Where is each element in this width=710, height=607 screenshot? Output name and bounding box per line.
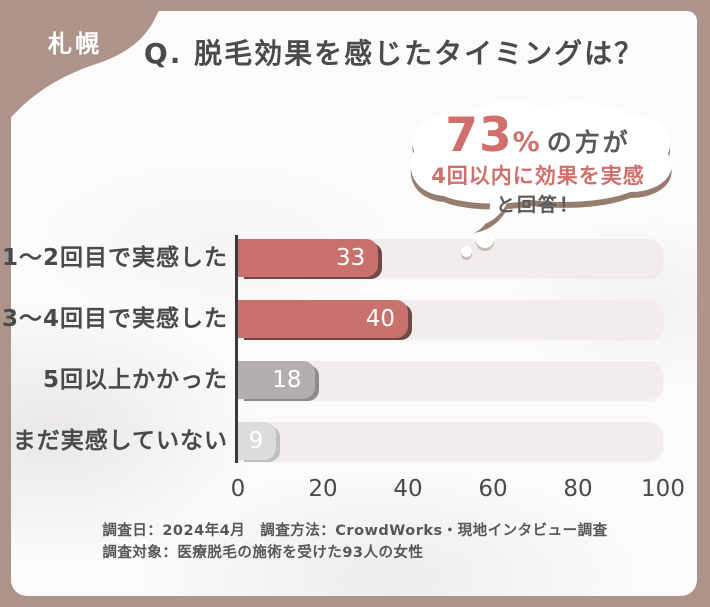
bubble-line-1: 73% の方が [392,108,684,163]
bar-value-label: 33 [335,245,366,271]
bar-value-label: 40 [365,306,395,332]
chart-row: 5回以上かかった 18 [0,361,663,399]
bar-chart: 1〜2回目で実感した 33 3〜4回目で実感した 40 5回以上かかった 18 まだ実感して… [0,239,663,483]
bubble-tail-text: と回答！ [495,194,580,216]
corner-blob-shape [0,0,162,130]
category-label: 1〜2回目で実感した [1,245,228,271]
chart-row: 3〜4回目で実感した 40 [0,300,663,338]
axis-tick-label: 100 [641,476,685,502]
x-axis-ticks: 0 20 40 60 80 100 [231,476,685,506]
chart-row: 1〜2回目で実感した 33 [0,239,663,277]
bubble-highlight: 4回以内に効果を実感 [431,164,645,188]
bar-track: 9 [238,422,663,460]
bar-value-label: 9 [248,428,264,454]
axis-tick-label: 20 [308,476,338,502]
callout-bubble: 73% の方が 4回以内に効果を実感 と回答！ [392,96,684,238]
survey-footer-line-2: 調査対象：医療脱毛の施術を受けた93人の女性 [102,545,424,562]
category-label: 3〜4回目で実感した [1,306,228,332]
bar: 40 [238,300,408,338]
bubble-cloud-shape [410,101,672,233]
bubble-tail-dot-large [476,231,494,248]
bar-track: 40 [238,300,663,338]
axis-tick-label: 60 [478,476,508,502]
survey-footer-line-1: 調査日：2024年4月 調査方法：CrowdWorks・現地インタビュー調査 [102,523,608,539]
page-title: Q. 脱毛効果を感じたタイミングは？ [143,37,645,70]
survey-footer: 調査日：2024年4月 調査方法：CrowdWorks・現地インタビュー調査 調… [0,520,710,565]
axis-tick-label: 80 [563,476,593,502]
region-badge: 札幌 [48,30,102,58]
percent-value: 73 [445,108,513,163]
bubble-tail-dot-small [461,246,472,257]
category-label: 5回以上かかった [42,367,228,393]
survey-footer-block: 調査日：2024年4月 調査方法：CrowdWorks・現地インタビュー調査 調… [102,520,607,565]
axis-tick-label: 0 [230,476,246,502]
y-axis-line [235,235,238,463]
bar: 9 [238,422,277,460]
percent-suffix: の方が [546,128,631,157]
bar-track: 33 [238,239,663,277]
bar-value-label: 18 [272,367,302,393]
bar: 33 [238,239,379,277]
category-label: まだ実感していない [12,428,228,454]
chart-row: まだ実感していない 9 [0,422,663,460]
axis-tick-label: 40 [393,476,423,502]
bar-track: 18 [238,361,663,399]
bar: 18 [238,361,315,399]
percent-sign: % [512,127,540,158]
